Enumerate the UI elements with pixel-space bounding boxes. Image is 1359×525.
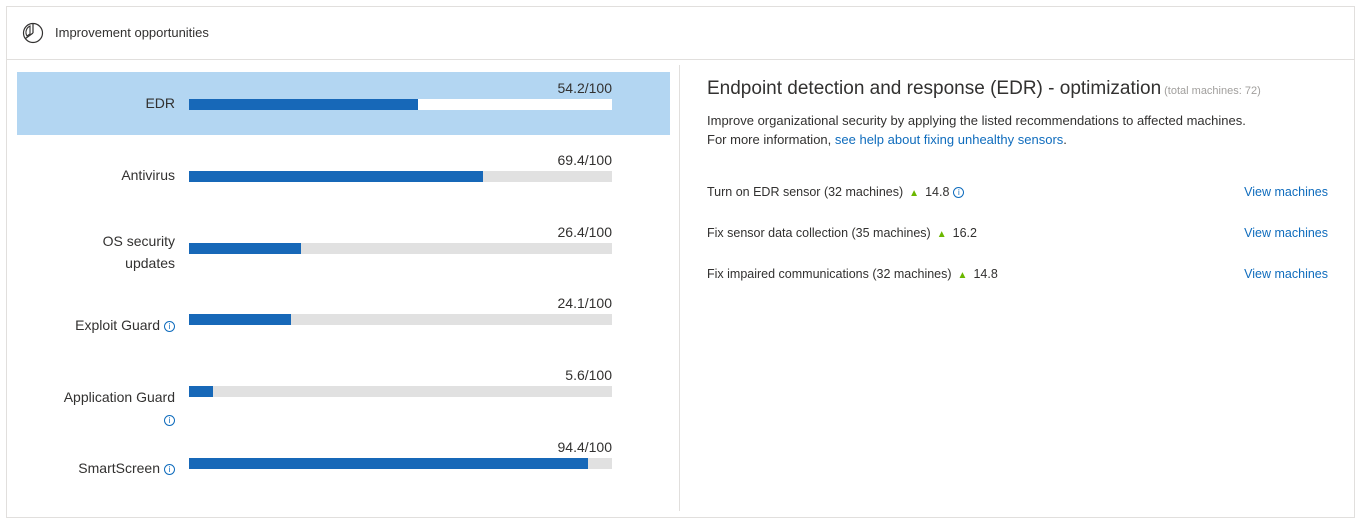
detail-panel: Endpoint detection and response (EDR) - … [679,65,1354,511]
category-score: 69.4/100 [557,152,613,168]
category-label: Antivirus [121,167,175,183]
score-bar-track [189,99,612,110]
score-bar-fill [189,99,419,110]
detail-description: Improve organizational security by apply… [707,113,1246,147]
recommendation-text: Fix impaired communications (32 machines… [707,267,952,281]
card-header: Improvement opportunities [7,7,1354,60]
category-list: EDR 54.2/100 Antivirus 69.4/100 OS secur… [17,72,670,512]
score-bar-fill [189,458,589,469]
score-impact: 14.8 [925,185,950,199]
detail-title: Endpoint detection and response (EDR) - … [707,78,1261,99]
total-machines-label: (total machines: 72) [1164,85,1261,97]
category-score: 26.4/100 [557,224,613,240]
score-impact: 14.8 [973,267,998,281]
pie-chart-icon [22,22,44,44]
score-bar-fill [189,314,291,325]
info-icon[interactable]: i [164,321,175,332]
recommendation-text: Fix sensor data collection (35 machines) [707,226,931,240]
category-label: SmartScreen i [15,457,175,479]
recommendation-row: Turn on EDR sensor (32 machines) ▲ 14.8 i V… [707,183,1328,203]
category-row-antivirus[interactable]: Antivirus 69.4/100 [17,144,670,207]
category-row-application-guard[interactable]: Application Guard i 5.6/100 [17,360,670,426]
score-bar-fill [189,171,483,182]
category-label: Exploit Guard i [15,314,175,336]
card-title: Improvement opportunities [55,25,209,40]
recommendation-text: Turn on EDR sensor (32 machines) [707,185,904,199]
recommendation-row: Fix sensor data collection (35 machines)… [707,224,1328,244]
up-arrow-icon: ▲ [909,188,920,199]
category-label: Application Guard i [63,389,175,426]
info-icon[interactable]: i [164,415,175,426]
category-row-smartscreen[interactable]: SmartScreen i 94.4/100 [17,432,670,495]
up-arrow-icon: ▲ [957,270,968,281]
category-row-exploit-guard[interactable]: Exploit Guard i 24.1/100 [17,288,670,351]
score-impact: 16.2 [952,226,977,240]
info-icon[interactable]: i [953,187,965,198]
view-machines-link[interactable]: View machines [1244,185,1328,199]
score-bar-track [189,171,612,182]
info-icon[interactable]: i [164,464,175,475]
score-bar-track [189,243,612,254]
category-label: EDR [145,95,175,111]
help-link[interactable]: see help about fixing unhealthy sensors [834,132,1064,147]
category-score: 5.6/100 [565,367,612,383]
recommendation-row: Fix impaired communications (32 machines… [707,265,1328,285]
category-row-edr[interactable]: EDR 54.2/100 [17,72,670,135]
view-machines-link[interactable]: View machines [1244,267,1328,281]
category-row-os-security-updates[interactable]: OS security updates 26.4/100 [17,216,670,279]
score-bar-fill [189,243,301,254]
category-score: 54.2/100 [557,80,613,96]
category-score: 24.1/100 [557,295,613,311]
score-bar-fill [189,386,213,397]
view-machines-link[interactable]: View machines [1244,226,1328,240]
score-bar-track [189,314,612,325]
category-score: 94.4/100 [557,439,613,455]
category-label: OS security updates [102,233,175,271]
improvement-opportunities-card: Improvement opportunities EDR 54.2/100 A… [6,6,1355,518]
score-bar-track [189,458,612,469]
score-bar-track [189,386,612,397]
up-arrow-icon: ▲ [936,229,947,240]
